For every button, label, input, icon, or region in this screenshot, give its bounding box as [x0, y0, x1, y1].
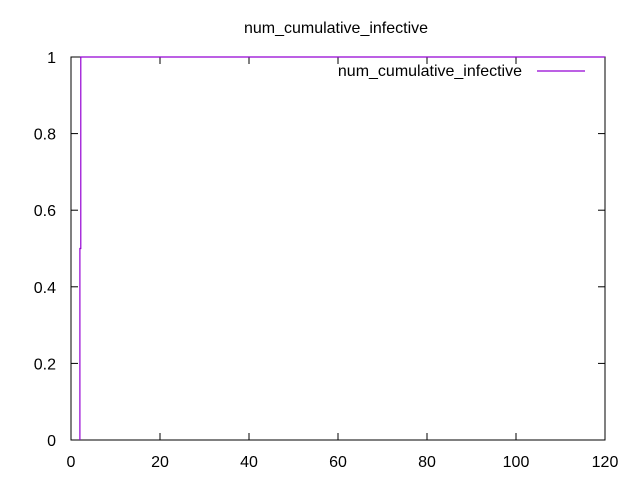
x-tick-label: 0 [67, 454, 76, 471]
x-axis: 0 20 40 60 80 100 120 [67, 57, 619, 471]
y-tick-label: 0.6 [34, 203, 56, 220]
x-tick-label: 100 [503, 454, 530, 471]
y-tick-label: 0.2 [34, 356, 56, 373]
y-tick-label: 0 [47, 433, 56, 450]
legend-label: num_cumulative_infective [338, 63, 522, 80]
x-tick-label: 20 [151, 454, 169, 471]
plot-frame [70, 56, 606, 441]
y-axis: 0 0.2 0.4 0.6 0.8 1 [34, 50, 605, 450]
legend: num_cumulative_infective [338, 63, 585, 80]
x-tick-label: 40 [240, 454, 258, 471]
y-tick-label: 0.8 [34, 127, 56, 144]
plot-border [70, 56, 606, 441]
chart-title: num_cumulative_infective [244, 20, 428, 37]
x-tick-label: 120 [592, 454, 619, 471]
x-tick-label: 60 [329, 454, 347, 471]
series-layer [79, 56, 605, 440]
y-tick-label: 0.4 [34, 280, 56, 297]
y-tick-label: 1 [47, 50, 56, 67]
series-line [79, 56, 605, 440]
x-tick-label: 80 [418, 454, 436, 471]
